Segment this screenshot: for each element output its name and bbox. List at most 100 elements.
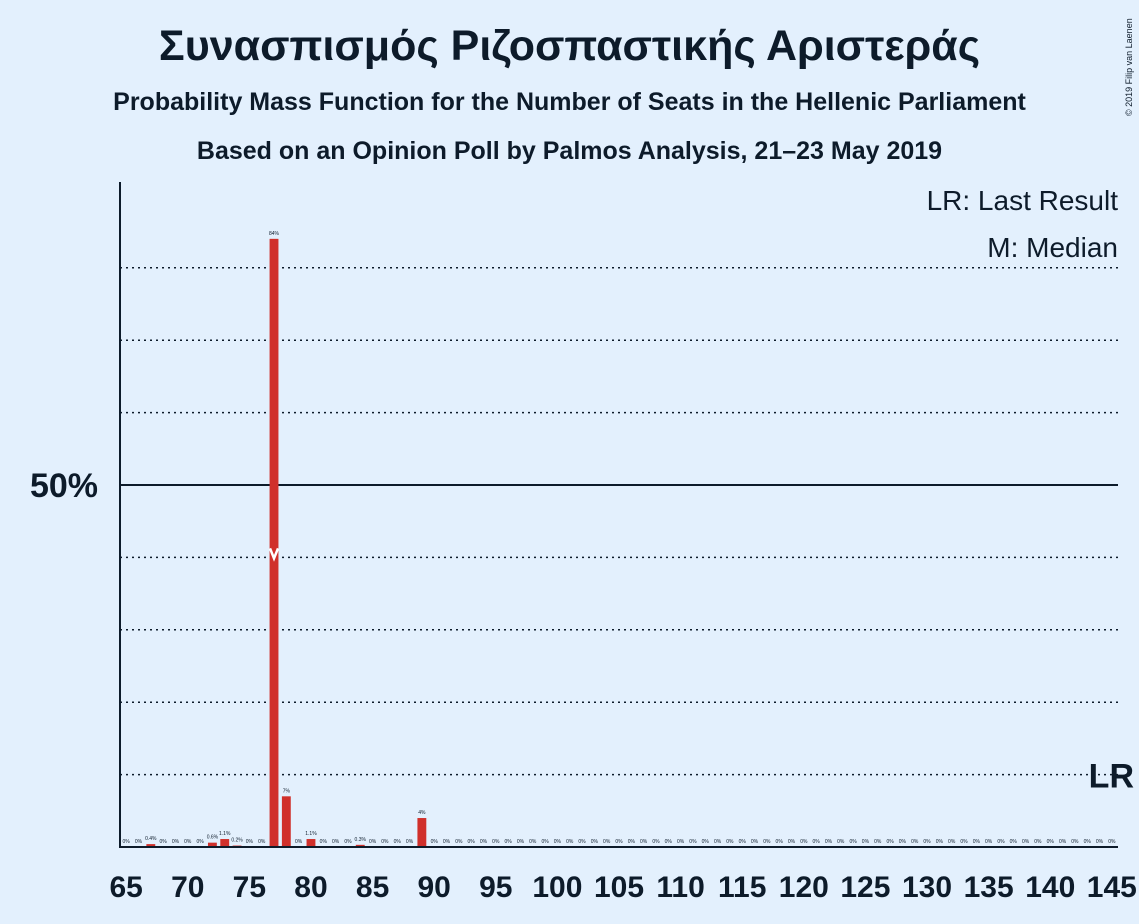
x-tick-labels: 65 70 75 80 85 90 95 100 105 110 115 120 125 130 135 14… — [109, 871, 1136, 904]
bar-label-seat-117: 0% — [763, 839, 771, 845]
bar-label-seat-145: 0% — [1108, 839, 1116, 845]
bar-label-seat-74: 0.2% — [231, 838, 243, 844]
bar-label-seat-72: 0.6% — [207, 835, 219, 841]
bar-label-seat-94: 0% — [480, 839, 488, 845]
bar-seat-78 — [281, 796, 291, 847]
bar-series — [146, 238, 427, 848]
bar-label-seat-134: 0% — [973, 839, 981, 845]
legend-median: M: Median — [987, 232, 1118, 263]
x-tick-70: 70 — [171, 871, 204, 904]
y-tick-label-50: 50% — [30, 467, 98, 505]
median-chevron — [268, 547, 280, 562]
bar-label-seat-118: 0% — [776, 839, 784, 845]
x-tick-130: 130 — [902, 871, 952, 904]
bar-label-seat-113: 0% — [714, 839, 722, 845]
bar-label-seat-91: 0% — [443, 839, 451, 845]
bar-label-seat-126: 0% — [874, 839, 882, 845]
bar-label-seat-86: 0% — [381, 839, 389, 845]
x-tick-100: 100 — [532, 871, 582, 904]
bar-label-seat-85: 0% — [369, 839, 377, 845]
bar-label-seat-82: 0% — [332, 839, 340, 845]
bar-label-seat-101: 0% — [566, 839, 574, 845]
bar-label-seat-71: 0% — [196, 839, 204, 845]
bar-label-seat-88: 0% — [406, 839, 414, 845]
bar-label-seat-122: 0% — [825, 839, 833, 845]
bar-label-seat-142: 0% — [1071, 839, 1079, 845]
bar-label-seat-111: 0% — [689, 839, 697, 845]
bar-label-seat-128: 0% — [899, 839, 907, 845]
bar-label-seat-79: 0% — [295, 839, 303, 845]
bar-label-seat-135: 0% — [985, 839, 993, 845]
bar-label-seat-81: 0% — [320, 839, 328, 845]
bar-label-seat-105: 0% — [615, 839, 623, 845]
x-tick-110: 110 — [656, 871, 704, 904]
x-tick-145: 145 — [1087, 871, 1137, 904]
bar-seat-80 — [306, 839, 316, 847]
median-marker — [268, 547, 280, 562]
bar-label-seat-95: 0% — [492, 839, 500, 845]
legend-last-result: LR: Last Result — [927, 185, 1119, 216]
bar-label-seat-119: 0% — [788, 839, 796, 845]
bar-label-seat-100: 0% — [554, 839, 562, 845]
x-tick-75: 75 — [233, 871, 266, 904]
bar-label-seat-89: 4% — [418, 810, 426, 816]
bar-label-seat-96: 0% — [504, 839, 512, 845]
bar-label-seat-143: 0% — [1084, 839, 1092, 845]
x-tick-135: 135 — [964, 871, 1014, 904]
x-tick-85: 85 — [356, 871, 389, 904]
bar-label-seat-108: 0% — [652, 839, 660, 845]
bar-label-seat-76: 0% — [258, 839, 266, 845]
bar-seat-89 — [417, 818, 427, 847]
bar-label-seat-98: 0% — [529, 839, 537, 845]
bar-seat-67 — [146, 844, 156, 847]
x-tick-120: 120 — [779, 871, 829, 904]
chart-title: Συνασπισμός Ριζοσπαστικής Αριστεράς — [158, 22, 981, 70]
bar-label-seat-136: 0% — [997, 839, 1005, 845]
bar-label-seat-69: 0% — [172, 839, 180, 845]
bar-label-seat-127: 0% — [886, 839, 894, 845]
x-tick-95: 95 — [479, 871, 512, 904]
bar-label-seat-102: 0% — [578, 839, 586, 845]
bar-label-seat-131: 0% — [936, 839, 944, 845]
bar-label-seat-84: 0.3% — [355, 837, 367, 843]
bar-label-seat-141: 0% — [1059, 839, 1067, 845]
bar-seat-73 — [220, 839, 230, 847]
x-tick-140: 140 — [1025, 871, 1075, 904]
bar-label-seat-68: 0% — [160, 839, 168, 845]
bar-label-seat-103: 0% — [591, 839, 599, 845]
bar-label-seat-115: 0% — [739, 839, 747, 845]
bar-label-seat-97: 0% — [517, 839, 525, 845]
x-tick-105: 105 — [594, 871, 644, 904]
bar-label-seat-116: 0% — [751, 839, 759, 845]
bar-label-seat-70: 0% — [184, 839, 192, 845]
bar-label-seat-137: 0% — [1010, 839, 1018, 845]
bar-label-seat-67: 0.4% — [145, 836, 157, 842]
bar-label-seat-73: 1.1% — [219, 831, 231, 837]
bar-label-seat-144: 0% — [1096, 839, 1104, 845]
bar-label-seat-66: 0% — [135, 839, 143, 845]
bar-label-seat-109: 0% — [665, 839, 673, 845]
bar-label-seat-114: 0% — [726, 839, 734, 845]
bar-label-seat-99: 0% — [541, 839, 549, 845]
chart-source-line: Based on an Opinion Poll by Palmos Analy… — [196, 137, 943, 165]
bar-label-seat-125: 0% — [862, 839, 870, 845]
bar-label-seat-133: 0% — [960, 839, 968, 845]
bar-label-seat-124: 0% — [849, 839, 857, 845]
bar-label-seat-87: 0% — [394, 839, 402, 845]
bar-label-seat-78: 7% — [283, 788, 291, 794]
bar-label-seat-110: 0% — [677, 839, 685, 845]
x-tick-65: 65 — [109, 871, 142, 904]
bar-label-seat-120: 0% — [800, 839, 808, 845]
bar-label-seat-112: 0% — [702, 839, 710, 845]
bar-label-seat-90: 0% — [431, 839, 439, 845]
bar-value-labels: 0% 0% 0.4% 0% 0% 0% 0%0.6%1.1%0.2% 0% 0%84%7%0%1… — [123, 231, 1116, 845]
bar-label-seat-65: 0% — [123, 839, 131, 845]
bar-seat-72 — [207, 842, 217, 847]
bar-label-seat-92: 0% — [455, 839, 463, 845]
bar-label-seat-130: 0% — [923, 839, 931, 845]
bar-seat-77 — [269, 238, 279, 848]
last-result-marker: LR — [1089, 758, 1134, 796]
bar-label-seat-123: 0% — [837, 839, 845, 845]
bar-seat-84 — [355, 844, 365, 847]
bar-label-seat-132: 0% — [948, 839, 956, 845]
